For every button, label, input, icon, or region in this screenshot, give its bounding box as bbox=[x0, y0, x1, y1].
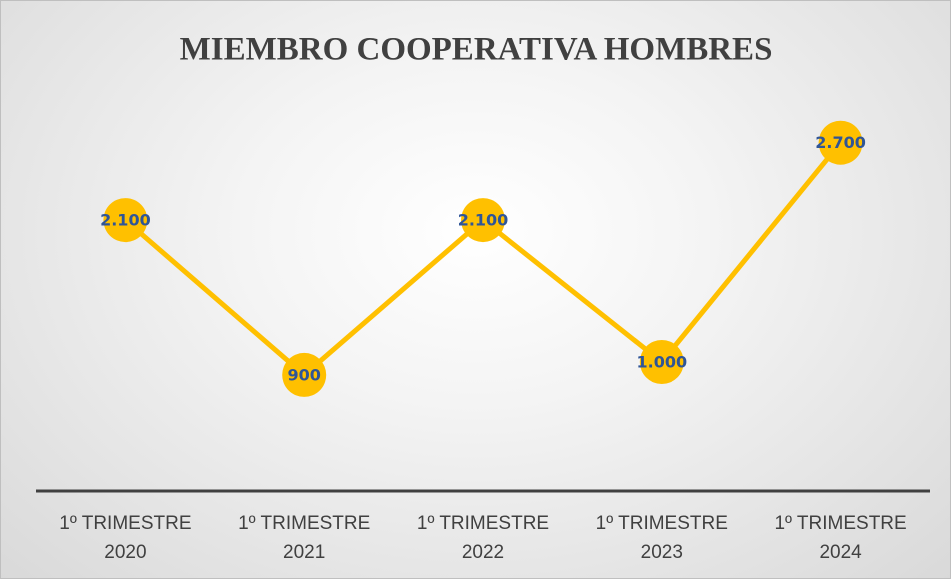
chart-title: MIEMBRO COOPERATIVA HOMBRES bbox=[180, 32, 773, 68]
line bbox=[123, 141, 843, 379]
data-label: 2.700 bbox=[815, 133, 866, 152]
marker bbox=[282, 352, 327, 397]
x-tick-label: 1º TRIMESTRE 2021 bbox=[238, 513, 371, 563]
marker bbox=[818, 120, 863, 165]
data-label: 2.100 bbox=[100, 211, 151, 230]
x-tick-label: 1º TRIMESTRE 2020 bbox=[59, 513, 192, 563]
data-label: 1.000 bbox=[636, 353, 687, 372]
data-label: 900 bbox=[287, 365, 320, 384]
marker bbox=[461, 198, 505, 243]
marker bbox=[639, 340, 684, 384]
x-tick-label: 1º TRIMESTRE 2024 bbox=[774, 513, 907, 563]
x-tick-label: 1º TRIMESTRE 2022 bbox=[416, 513, 550, 563]
data-label: 2.100 bbox=[458, 211, 509, 230]
marker bbox=[103, 198, 148, 243]
x-tick-label: 1º TRIMESTRE 2023 bbox=[595, 513, 728, 563]
